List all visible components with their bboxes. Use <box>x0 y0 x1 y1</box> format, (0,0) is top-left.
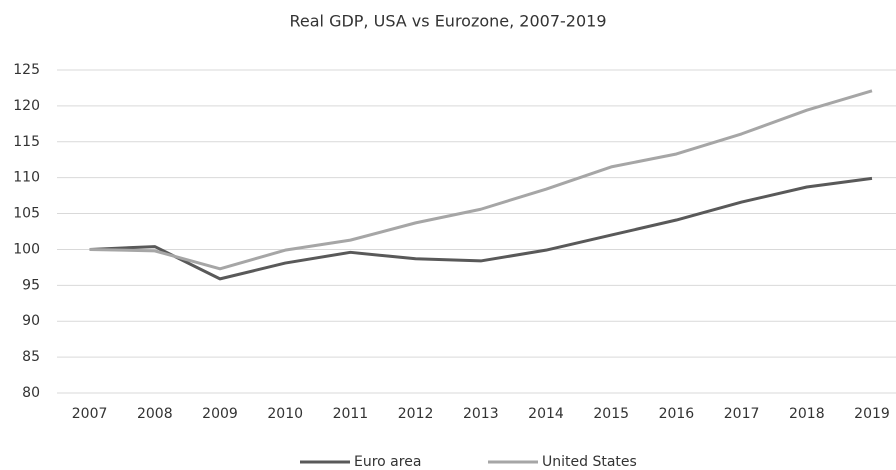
x-tick-label: 2009 <box>202 406 238 422</box>
y-tick-label: 110 <box>13 170 40 186</box>
legend-label: Euro area <box>354 454 421 470</box>
x-tick-label: 2014 <box>528 406 564 422</box>
legend-label: United States <box>542 454 637 470</box>
x-tick-label: 2017 <box>724 406 760 422</box>
x-tick-label: 2007 <box>72 406 108 422</box>
line-series <box>89 89 873 271</box>
x-tick-label: 2016 <box>659 406 695 422</box>
y-tick-label: 90 <box>22 313 40 329</box>
y-tick-label: 120 <box>13 98 40 114</box>
chart-title: Real GDP, USA vs Eurozone, 2007-2019 <box>289 12 606 31</box>
x-tick-label: 2013 <box>463 406 499 422</box>
x-tick-label: 2018 <box>789 406 825 422</box>
x-tick-label: 2008 <box>137 406 173 422</box>
y-tick-label: 125 <box>13 62 40 78</box>
line-series <box>89 176 873 281</box>
y-tick-label: 100 <box>13 241 40 257</box>
y-tick-label: 115 <box>13 134 40 150</box>
x-tick-label: 2010 <box>267 406 303 422</box>
x-tick-label: 2011 <box>333 406 369 422</box>
y-tick-label: 80 <box>22 385 40 401</box>
x-tick-label: 2019 <box>854 406 890 422</box>
x-tick-label: 2012 <box>398 406 434 422</box>
y-tick-label: 95 <box>22 277 40 293</box>
y-tick-label: 85 <box>22 349 40 365</box>
x-tick-label: 2015 <box>593 406 629 422</box>
y-tick-label: 105 <box>13 206 40 222</box>
